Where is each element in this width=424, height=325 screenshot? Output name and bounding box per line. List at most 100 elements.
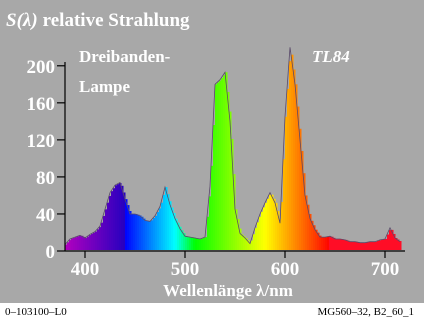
spectrum-band — [89, 235, 92, 250]
spectrum-band — [229, 111, 232, 250]
spectrum-band — [301, 150, 304, 250]
spectrum-band — [193, 237, 196, 250]
spectrum-band — [127, 205, 130, 250]
spectrum-band — [287, 88, 290, 250]
spectrum-band — [75, 237, 78, 250]
spectrum-band — [325, 237, 328, 250]
spectrum-band — [273, 198, 276, 250]
spectrum-band — [121, 185, 124, 250]
spectrum-band — [153, 218, 156, 250]
spectrum-band — [139, 215, 142, 250]
spectrum-band — [249, 242, 252, 250]
spectrum-band — [393, 233, 396, 250]
y-tick-label: 40 — [36, 205, 55, 226]
spectrum-band — [321, 237, 324, 250]
spectrum-band — [339, 238, 342, 250]
spectrum-band — [141, 216, 144, 250]
spectrum-band — [195, 238, 198, 250]
y-tick-label: 160 — [27, 94, 56, 115]
spectrum-band — [351, 241, 354, 250]
spectrum-band — [215, 84, 218, 250]
spectrum-band — [359, 242, 362, 250]
spectrum-band — [245, 238, 248, 250]
spectrum-band — [285, 116, 288, 250]
spectrum-area — [65, 54, 402, 250]
spectrum-band — [277, 210, 280, 250]
spectrum-band — [183, 233, 186, 250]
spectrum-band — [279, 219, 282, 250]
spectrum-band — [93, 232, 96, 250]
spectrum-outline — [64, 47, 401, 245]
spectrum-band — [355, 241, 358, 250]
spectrum-band — [187, 236, 190, 250]
spectrum-band — [313, 225, 316, 250]
spectrum-band — [87, 236, 90, 250]
spectrum-band — [199, 238, 202, 250]
spectrum-band — [175, 218, 178, 250]
spectrum-band — [289, 61, 292, 250]
spectrum-band — [223, 75, 226, 250]
spectrum-band — [315, 229, 318, 250]
spectrum-band — [79, 235, 82, 250]
spectrum-band — [189, 236, 192, 250]
spectrum-band — [323, 237, 326, 250]
spectrum-band — [319, 235, 322, 250]
spectrum-band — [185, 236, 188, 250]
spectrum-band — [345, 239, 348, 250]
spectrum-band — [239, 228, 242, 250]
spectrum-band — [257, 222, 260, 250]
spectrum-band — [391, 229, 394, 250]
spectrum-band — [305, 195, 308, 250]
spectrum-band — [225, 72, 228, 250]
x-tick-label: 700 — [371, 259, 400, 280]
y-tick-label: 0 — [46, 242, 56, 263]
spectrum-band — [271, 194, 274, 250]
spectrum-band — [237, 218, 240, 250]
spectrum-band — [111, 191, 114, 250]
spectrum-band — [377, 241, 380, 250]
spectrum-band — [73, 237, 76, 250]
spectrum-band — [181, 230, 184, 250]
spectrum-band — [95, 231, 98, 250]
spectrum-band — [255, 227, 258, 250]
spectrum-band — [161, 202, 164, 250]
spectrum-band — [179, 226, 182, 250]
spectrum-band — [283, 159, 286, 250]
spectrum-band — [311, 220, 314, 250]
spectrum-band — [147, 220, 150, 250]
spectrum-band — [217, 82, 220, 250]
spectrum-band — [341, 239, 344, 250]
spectrum-band — [227, 91, 230, 250]
spectrum-band — [395, 238, 398, 250]
spectrum-band — [267, 198, 270, 250]
spectrum-band — [235, 209, 238, 250]
spectrum-band — [291, 54, 294, 250]
spectrum-band — [137, 214, 140, 250]
spectrum-band — [243, 236, 246, 250]
spectrum-band — [365, 242, 368, 250]
x-axis-title: Wellenlänge λ/nm — [163, 281, 293, 300]
spectrum-band — [295, 84, 298, 250]
x-tick-label: 400 — [71, 259, 100, 280]
spectrum-band — [307, 204, 310, 250]
spectrum-band — [105, 209, 108, 250]
spectrum-band — [201, 238, 204, 250]
chart-title: S(λ) relative Strahlung — [6, 10, 190, 31]
spectrum-band — [97, 229, 100, 250]
spectrum-band — [191, 237, 194, 250]
spectrum-band — [281, 201, 284, 250]
spectrum-band — [69, 240, 72, 250]
spectrum-band — [251, 240, 254, 250]
spectrum-band — [209, 196, 212, 250]
spectrum-band — [77, 236, 80, 250]
spectrum-band — [363, 242, 366, 250]
spectrum-band — [381, 239, 384, 250]
spectrum-band — [197, 238, 200, 250]
footer-right-code: MG560–32, B2_60_1 — [317, 306, 414, 318]
spectrum-band — [367, 242, 370, 250]
spectrum-band — [101, 222, 104, 250]
spectrum-band — [107, 202, 110, 250]
y-tick-label: 80 — [36, 168, 55, 189]
spectrum-band — [221, 78, 224, 250]
